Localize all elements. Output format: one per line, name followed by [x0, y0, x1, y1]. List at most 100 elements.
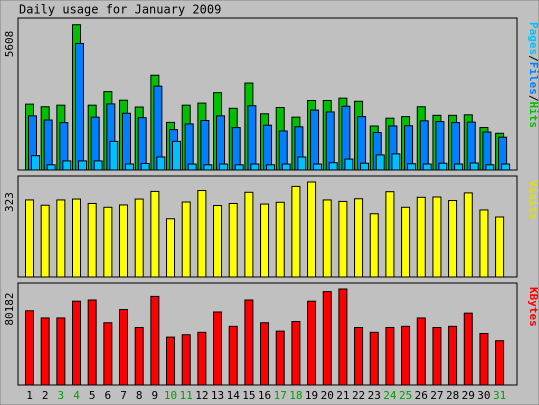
legend-item: KBytes — [527, 287, 539, 327]
x-tick-label: 19 — [305, 389, 318, 402]
pages-bar — [344, 158, 354, 171]
files-bar — [43, 119, 53, 171]
pages-bar — [501, 163, 511, 171]
x-tick-label: 12 — [195, 389, 208, 402]
files-bar — [184, 123, 194, 171]
x-tick-label: 27 — [430, 389, 443, 402]
visits-bar — [416, 196, 426, 278]
x-tick-label: 10 — [164, 389, 177, 402]
x-tick-label: 6 — [105, 389, 112, 402]
files-bar — [263, 124, 273, 171]
y-max-label: 80182 — [3, 292, 16, 325]
kbytes-bar — [275, 330, 285, 386]
kbytes-bar — [479, 333, 489, 386]
visits-bar — [338, 200, 348, 278]
legend: Visits — [527, 180, 539, 220]
kbytes-bar — [197, 331, 207, 386]
kbytes-bar — [495, 340, 505, 386]
series-kbytes — [25, 288, 505, 386]
kbytes-bar — [103, 322, 113, 386]
pages-bar — [375, 154, 385, 171]
visits-bar — [40, 204, 50, 278]
y-max-label: 5608 — [3, 31, 16, 58]
kbytes-bar — [213, 311, 223, 386]
pages-bar — [46, 164, 56, 171]
chart-title: Daily usage for January 2009 — [19, 3, 221, 17]
kbytes-bar — [260, 322, 270, 386]
visits-bar — [463, 192, 473, 278]
visits-bar — [275, 201, 285, 278]
kbytes-bar — [307, 300, 317, 386]
kbytes-bar — [228, 325, 238, 386]
visits-bar — [56, 199, 66, 278]
kbytes-bar — [401, 325, 411, 386]
kbytes-bar — [25, 310, 34, 386]
kbytes-bar — [72, 300, 82, 386]
pages-bar — [297, 156, 307, 171]
kbytes-bar — [87, 299, 97, 386]
pages-bar — [360, 162, 370, 171]
panel-pages-files-hits: 5608 Pages/Files/Hits — [3, 17, 539, 171]
pages-bar — [234, 164, 244, 171]
visits-bar — [134, 198, 144, 278]
legend: Pages/Files/Hits — [527, 22, 539, 128]
kbytes-bar — [119, 309, 129, 386]
visits-bar — [213, 205, 223, 278]
legend-item: Pages — [527, 22, 539, 55]
x-tick-label: 9 — [152, 389, 159, 402]
pages-bar — [156, 156, 166, 171]
kbytes-bar — [338, 288, 348, 386]
kbytes-bar — [369, 331, 379, 386]
x-tick-label: 5 — [89, 389, 96, 402]
visits-bar — [322, 199, 332, 278]
legend-item: / — [527, 55, 539, 62]
files-bar — [231, 127, 241, 171]
files-bar — [310, 109, 320, 171]
x-tick-label: 23 — [368, 389, 381, 402]
x-tick-label: 30 — [477, 389, 490, 402]
x-tick-label: 8 — [136, 389, 143, 402]
x-tick-label: 22 — [352, 389, 365, 402]
visits-bar — [72, 198, 82, 278]
pages-bar — [454, 163, 464, 171]
pages-bar — [62, 160, 72, 171]
pages-bar — [250, 163, 260, 171]
visits-bar — [354, 198, 364, 278]
pages-bar — [125, 163, 135, 171]
x-tick-label: 11 — [180, 389, 193, 402]
kbytes-bar — [40, 317, 50, 386]
visits-bar — [228, 202, 238, 278]
visits-bar — [291, 185, 301, 278]
kbytes-bar — [150, 295, 160, 386]
visits-bar — [119, 204, 129, 278]
legend-item: Visits — [527, 180, 539, 220]
pages-bar — [328, 162, 338, 171]
x-tick-label: 17 — [274, 389, 287, 402]
files-bar — [122, 112, 132, 171]
pages-bar — [172, 140, 182, 171]
pages-bar — [391, 153, 401, 171]
files-bar — [357, 116, 367, 171]
kbytes-bar — [385, 327, 395, 386]
x-tick-label: 31 — [493, 389, 506, 402]
visits-bar — [244, 191, 254, 278]
visits-bar — [369, 213, 379, 278]
x-tick-label: 14 — [227, 389, 241, 402]
kbytes-bar — [166, 336, 176, 386]
visits-bar — [181, 201, 191, 278]
visits-bar — [87, 202, 97, 278]
panel-kbytes: 80182 KBytes — [3, 282, 539, 386]
files-bar — [216, 115, 226, 171]
pages-bar — [109, 140, 119, 171]
pages-bar — [187, 163, 197, 171]
visits-bar — [479, 209, 489, 278]
kbytes-bar — [181, 334, 191, 386]
visits-bar — [385, 191, 395, 278]
legend-item: Files — [527, 62, 539, 95]
kbytes-bar — [354, 327, 364, 386]
pages-bar — [438, 162, 448, 171]
x-tick-label: 15 — [242, 389, 255, 402]
kbytes-bar — [448, 325, 458, 386]
visits-bar — [150, 190, 160, 278]
